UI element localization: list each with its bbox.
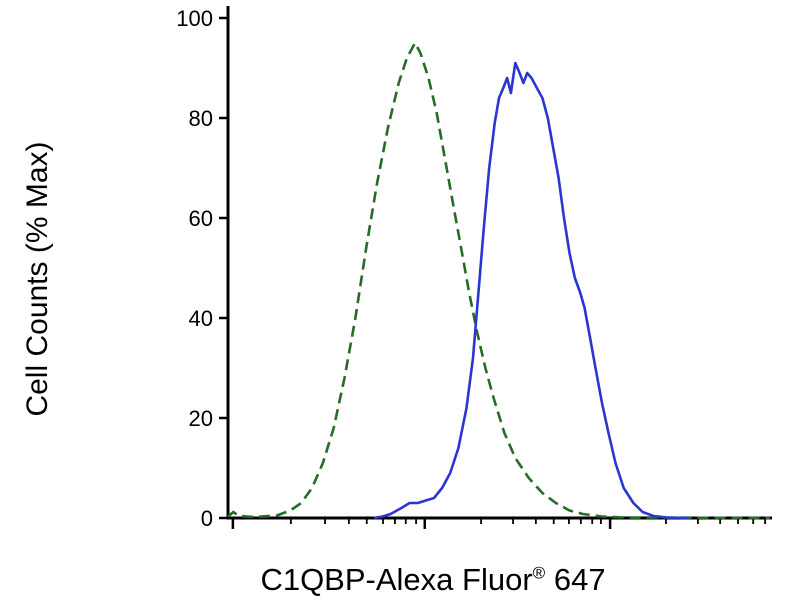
registered-trademark-symbol: ® <box>532 563 546 583</box>
svg-text:100: 100 <box>176 6 213 31</box>
x-axis-label-suffix: 647 <box>545 562 606 597</box>
blue-solid-curve <box>374 61 689 520</box>
svg-text:60: 60 <box>189 206 213 231</box>
svg-text:40: 40 <box>189 306 213 331</box>
green-dashed-curve <box>227 41 771 520</box>
svg-text:0: 0 <box>201 506 213 531</box>
x-axis-label: C1QBP-Alexa Fluor® 647 <box>183 562 683 598</box>
svg-text:80: 80 <box>189 106 213 131</box>
x-axis-label-main: C1QBP-Alexa Fluor <box>260 562 533 597</box>
svg-text:20: 20 <box>189 406 213 431</box>
